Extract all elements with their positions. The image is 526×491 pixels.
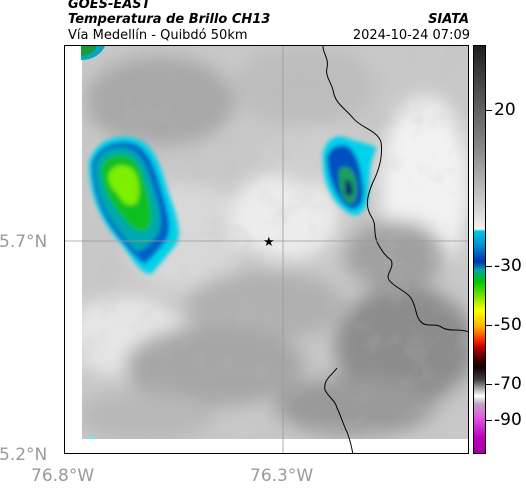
colorbar-label-minus50: -50 (494, 315, 522, 335)
colorbar-label-minus90: -90 (494, 410, 522, 430)
colorbar-tick-minus90 (486, 420, 492, 421)
satellite-name: GOES-EAST (68, 0, 151, 12)
star-marker: ★ (263, 235, 275, 250)
colorbar-label-minus30: -30 (494, 256, 522, 276)
boundary-lines (322, 46, 468, 453)
colorbar-label-minus70: -70 (494, 374, 522, 394)
storm-cell-west (89, 136, 179, 274)
cloud-field (65, 46, 468, 453)
timestamp-label: 2024-10-24 07:09 (352, 28, 470, 43)
lat-label-5-2: 5.2°N (0, 445, 48, 465)
organization-label: SIATA (428, 12, 469, 27)
colorbar-tick-20 (486, 110, 492, 111)
colorbar-tick-minus50 (486, 325, 492, 326)
storm-cell-east (322, 136, 377, 216)
satellite-map[interactable]: ★ (64, 45, 469, 454)
map-canvas: ★ (65, 46, 468, 453)
lat-label-5-7: 5.7°N (0, 232, 48, 252)
graticule (65, 46, 468, 453)
colorbar-tick-minus70 (486, 384, 492, 385)
colorbar (473, 45, 486, 454)
product-title: Temperatura de Brillo CH13 (68, 12, 271, 27)
colorbar-label-20: 20 (494, 100, 516, 120)
lon-label-76-8: 76.8°W (31, 466, 95, 486)
colorbar-tick-minus30 (486, 266, 492, 267)
lon-label-76-3: 76.3°W (250, 466, 314, 486)
route-subtitle: Vía Medellín - Quibdó 50km (68, 28, 248, 43)
